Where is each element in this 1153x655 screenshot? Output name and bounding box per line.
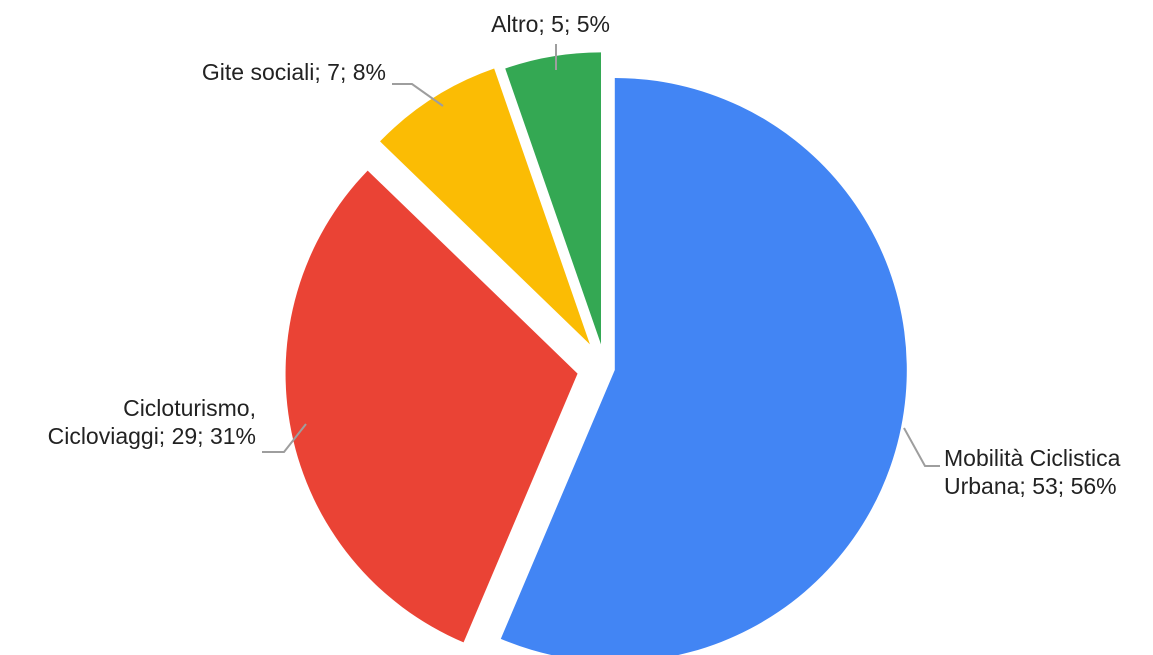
slice-label-line: Urbana; 53; 56%: [944, 473, 1117, 499]
slice-label-line: Mobilità Ciclistica: [944, 445, 1121, 471]
slice-label-line: Altro; 5; 5%: [491, 11, 610, 37]
pie-slice-cicloturismo-cicloviaggi: [285, 170, 578, 643]
slice-label-line: Cicloturismo,: [123, 395, 256, 421]
leader-line: [903, 427, 940, 467]
slice-label-line: Gite sociali; 7; 8%: [202, 59, 386, 85]
pie-slice-altro: [505, 52, 602, 345]
slice-label: Altro; 5; 5%: [491, 11, 610, 37]
slice-label: Gite sociali; 7; 8%: [202, 59, 386, 85]
pie-slice-gite-sociali: [380, 68, 590, 345]
leader-line: [262, 423, 307, 453]
slice-label: Mobilità Ciclistica Urbana; 53; 56%: [944, 445, 1121, 499]
slice-label: Cicloturismo, Cicloviaggi; 29; 31%: [48, 395, 256, 449]
slice-label-line: Cicloviaggi; 29; 31%: [48, 423, 256, 449]
pie-slice-mobilit-ciclistica-urbana: [500, 77, 907, 655]
leader-line: [392, 83, 444, 107]
